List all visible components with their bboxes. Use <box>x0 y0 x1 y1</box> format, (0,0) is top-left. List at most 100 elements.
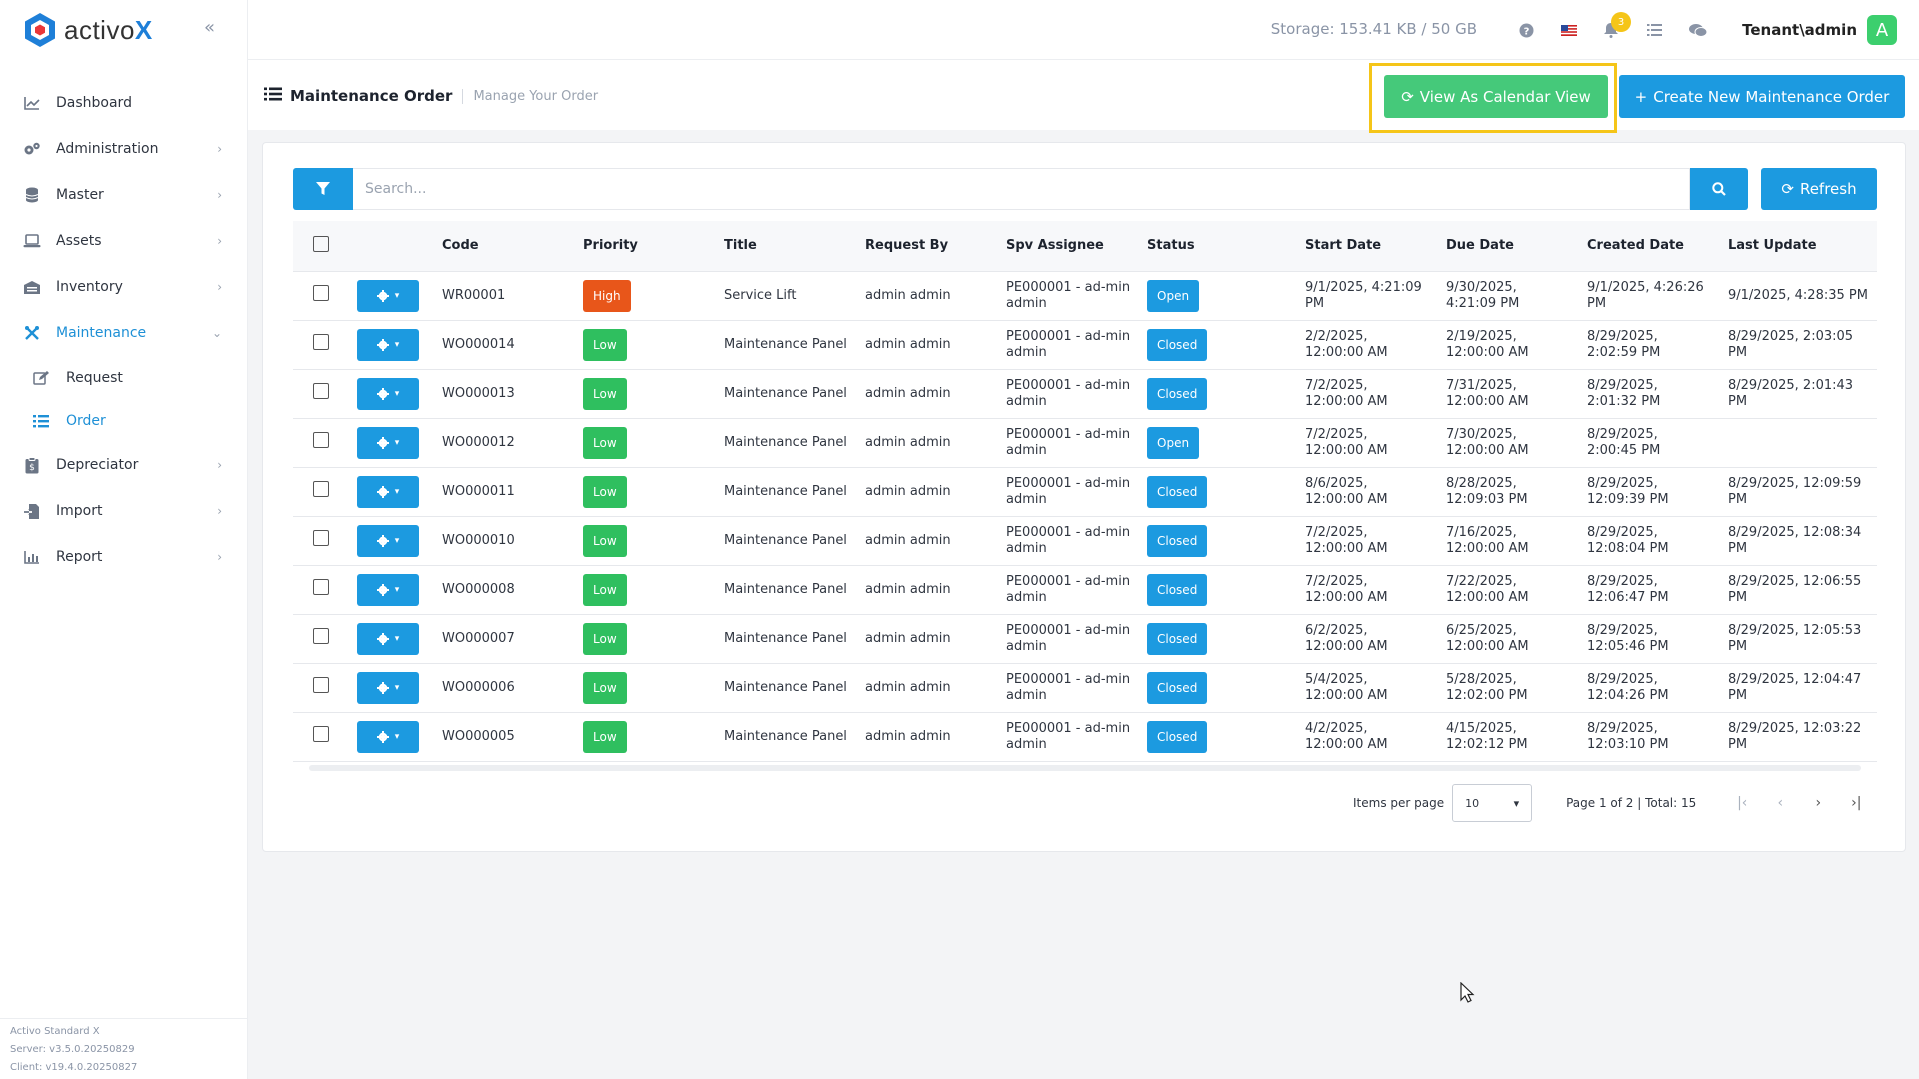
status-badge: Closed <box>1147 328 1208 361</box>
gear-icon <box>376 681 389 694</box>
table-row[interactable]: ▾ WO000008 Low Maintenance Panel admin admin… <box>293 565 1877 615</box>
cell-spv: PE000001 - ad-min admin <box>998 663 1139 713</box>
last-page-icon[interactable]: ›| <box>1851 795 1862 811</box>
column-header[interactable]: Start Date <box>1297 221 1438 272</box>
app-logo[interactable]: activoX <box>22 10 153 50</box>
row-actions-button[interactable]: ▾ <box>357 573 419 606</box>
status-badge: Closed <box>1147 377 1208 410</box>
next-page-icon[interactable]: › <box>1815 795 1822 811</box>
chat-icon[interactable] <box>1688 20 1708 40</box>
row-checkbox[interactable] <box>313 481 329 497</box>
sidebar-item-depreciator[interactable]: $ Depreciator › <box>0 442 248 488</box>
cell-request-by: admin admin <box>857 418 998 468</box>
cell-title: Maintenance Panel <box>716 712 857 762</box>
column-header[interactable]: Title <box>716 221 857 272</box>
sidebar-item-dashboard[interactable]: Dashboard <box>0 80 248 126</box>
orders-card: ⟳ Refresh Code Priority Title Request By… <box>262 142 1906 852</box>
view-calendar-button[interactable]: ⟳ View As Calendar View <box>1384 75 1608 118</box>
row-actions-button[interactable]: ▾ <box>357 622 419 655</box>
sidebar-item-label: Assets <box>56 233 102 249</box>
priority-badge: Low <box>583 524 627 557</box>
items-per-page-select[interactable]: 10 ▾ <box>1452 784 1533 822</box>
column-header[interactable]: Code <box>434 221 575 272</box>
caret-down-icon: ▾ <box>1513 796 1520 810</box>
cell-title: Maintenance Panel <box>716 663 857 713</box>
us-flag-icon[interactable] <box>1559 20 1579 40</box>
row-checkbox[interactable] <box>313 530 329 546</box>
table-row[interactable]: ▾ WO000013 Low Maintenance Panel admin admin… <box>293 369 1877 419</box>
cell-code: WO000013 <box>434 369 575 419</box>
table-row[interactable]: ▾ WO000011 Low Maintenance Panel admin admin… <box>293 467 1877 517</box>
gear-icon <box>376 730 389 743</box>
table-row[interactable]: ▾ WO000007 Low Maintenance Panel admin admin… <box>293 614 1877 664</box>
column-header[interactable]: Created Date <box>1579 221 1720 272</box>
first-page-icon[interactable]: |‹ <box>1737 795 1748 811</box>
table-row[interactable]: ▾ WO000012 Low Maintenance Panel admin admin… <box>293 418 1877 468</box>
row-actions-button[interactable]: ▾ <box>357 720 419 753</box>
priority-badge: Low <box>583 720 627 753</box>
sidebar-item-assets[interactable]: Assets › <box>0 218 248 264</box>
column-header[interactable]: Last Update <box>1720 221 1877 272</box>
table-row[interactable]: ▾ WO000006 Low Maintenance Panel admin admin… <box>293 663 1877 713</box>
bell-icon[interactable]: 3 <box>1601 12 1631 40</box>
sidebar-item-report[interactable]: Report › <box>0 534 248 580</box>
row-actions-button[interactable]: ▾ <box>357 475 419 508</box>
help-icon[interactable]: ? <box>1516 20 1536 40</box>
task-list-icon[interactable] <box>1644 20 1664 40</box>
cell-request-by: admin admin <box>857 663 998 713</box>
page-subtitle: Manage Your Order <box>462 88 598 104</box>
create-order-button[interactable]: + Create New Maintenance Order <box>1619 75 1905 118</box>
horizontal-scrollbar[interactable] <box>309 765 1861 771</box>
row-actions-button[interactable]: ▾ <box>357 426 419 459</box>
sidebar-subitem-order[interactable]: Order <box>0 399 248 442</box>
user-menu[interactable]: Tenant\admin A <box>1742 15 1897 45</box>
column-header[interactable]: Request By <box>857 221 998 272</box>
search-input[interactable] <box>353 168 1690 210</box>
prev-page-icon[interactable]: ‹ <box>1777 795 1784 811</box>
row-actions-button[interactable]: ▾ <box>357 671 419 704</box>
row-checkbox[interactable] <box>313 334 329 350</box>
sidebar-item-import[interactable]: Import › <box>0 488 248 534</box>
filter-button[interactable] <box>293 168 353 210</box>
cell-start: 6/2/2025, 12:00:00 AM <box>1297 614 1438 664</box>
row-actions-button[interactable]: ▾ <box>357 279 419 312</box>
sidebar-item-maintenance[interactable]: Maintenance ⌄ <box>0 310 248 356</box>
table-row[interactable]: ▾ WO000014 Low Maintenance Panel admin admin… <box>293 320 1877 370</box>
sidebar-item-administration[interactable]: Administration › <box>0 126 248 172</box>
row-checkbox[interactable] <box>313 383 329 399</box>
sidebar-subitem-request[interactable]: Request <box>0 356 248 399</box>
search-button[interactable] <box>1690 168 1748 210</box>
row-checkbox[interactable] <box>313 285 329 301</box>
row-actions-button[interactable]: ▾ <box>357 524 419 557</box>
caret-down-icon: ▾ <box>394 388 400 399</box>
cell-spv: PE000001 - ad-min admin <box>998 467 1139 517</box>
table-header-row: Code Priority Title Request By Spv Assig… <box>293 221 1877 272</box>
row-actions-button[interactable]: ▾ <box>357 328 419 361</box>
row-actions-button[interactable]: ▾ <box>357 377 419 410</box>
column-header[interactable]: Priority <box>575 221 716 272</box>
select-all-checkbox[interactable] <box>313 235 329 252</box>
row-checkbox[interactable] <box>313 726 329 742</box>
laptop-icon <box>22 231 42 251</box>
cell-due: 9/30/2025, 4:21:09 PM <box>1438 271 1579 321</box>
table-row[interactable]: ▾ WO000005 Low Maintenance Panel admin admin… <box>293 712 1877 762</box>
user-name: Tenant\admin <box>1742 21 1857 39</box>
cell-updated <box>1720 418 1877 468</box>
table-row[interactable]: ▾ WO000010 Low Maintenance Panel admin admin… <box>293 516 1877 566</box>
sidebar-item-master[interactable]: Master › <box>0 172 248 218</box>
table-row[interactable]: ▾ WR00001 High Service Lift admin admin PE000… <box>293 271 1877 321</box>
pagination: Items per page 10 ▾ Page 1 of 2 | Total:… <box>1353 783 1866 823</box>
version-info: Activo Standard X Server: v3.5.0.2025082… <box>0 1018 248 1079</box>
row-checkbox[interactable] <box>313 677 329 693</box>
row-checkbox[interactable] <box>313 432 329 448</box>
column-header[interactable]: Status <box>1139 221 1297 272</box>
row-checkbox[interactable] <box>313 579 329 595</box>
sidebar-item-inventory[interactable]: Inventory › <box>0 264 248 310</box>
column-header[interactable]: Spv Assignee <box>998 221 1139 272</box>
collapse-sidebar-icon[interactable]: « <box>204 17 216 38</box>
gears-icon <box>22 139 42 159</box>
row-checkbox[interactable] <box>313 628 329 644</box>
cell-code: WO000007 <box>434 614 575 664</box>
refresh-button[interactable]: ⟳ Refresh <box>1761 168 1877 210</box>
column-header[interactable]: Due Date <box>1438 221 1579 272</box>
